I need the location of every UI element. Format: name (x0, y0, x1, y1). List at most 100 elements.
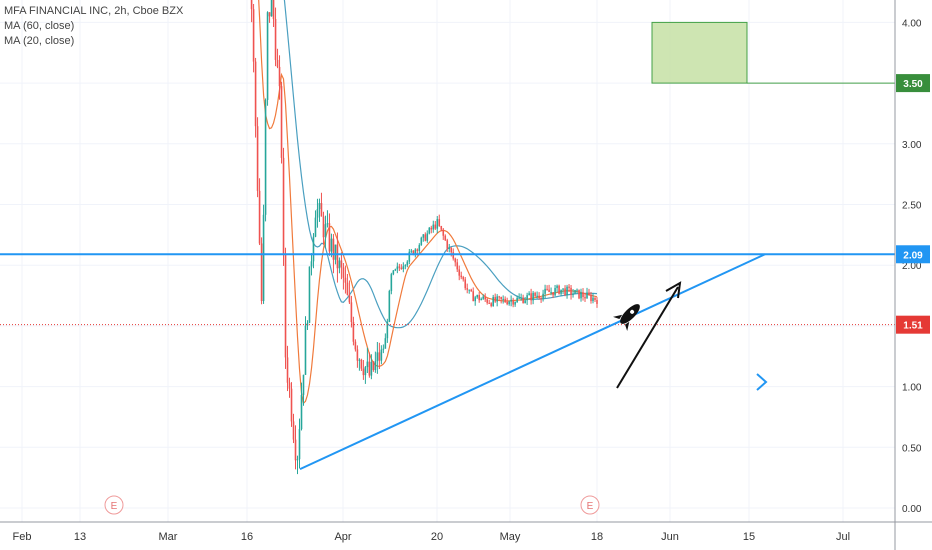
candle-body (590, 294, 592, 302)
candle-body (482, 296, 484, 299)
candle-body (380, 349, 383, 361)
ma20-series (258, 0, 598, 405)
candle-body (580, 292, 582, 299)
candle-body (456, 262, 459, 270)
candle-body (316, 209, 319, 218)
candle-body (350, 302, 353, 322)
candle-body (306, 322, 309, 326)
candle-body (558, 285, 560, 294)
candle-body (258, 190, 261, 244)
candle-body (480, 298, 482, 301)
candle-body (322, 216, 325, 238)
candle-body (494, 297, 496, 302)
candle-body (462, 277, 465, 280)
rocket-icon (613, 304, 640, 331)
candle-body (470, 289, 473, 292)
candle-body (336, 244, 339, 269)
candle-body (426, 233, 429, 241)
price-marker-badge (896, 315, 930, 334)
candle-body (312, 236, 315, 262)
candle-body (290, 388, 293, 422)
rocket-fin-left (613, 314, 623, 319)
price-marker-badge (896, 74, 930, 93)
candle-body (448, 247, 451, 249)
candle-body (302, 374, 305, 395)
candle-body (540, 298, 542, 300)
candle-body (566, 286, 568, 296)
ma60-series (283, 0, 598, 329)
candle-body (526, 295, 528, 301)
candle-body (376, 352, 379, 362)
candle-body (476, 295, 479, 298)
candle-body (400, 267, 403, 270)
candle-body (420, 237, 423, 246)
candle-body (300, 394, 303, 430)
drawings[interactable] (0, 21, 895, 471)
ma60-legend[interactable]: MA (60, close) (4, 20, 75, 32)
time-tick-label: May (500, 531, 521, 543)
candle-body (454, 258, 457, 263)
candle-body (288, 382, 291, 389)
earnings-marker-label: E (587, 501, 594, 512)
candle-body (272, 0, 275, 20)
candle-body (340, 260, 343, 268)
candle-body (516, 297, 518, 303)
candle-body (266, 12, 269, 100)
candle-body (308, 266, 311, 323)
candle-body (250, 0, 253, 10)
candle-body (358, 359, 361, 361)
candle-body (414, 249, 417, 255)
price-tick-label: 4.00 (902, 18, 922, 29)
candle-body (264, 99, 267, 215)
projection-arrowhead (665, 281, 682, 299)
symbol-title[interactable]: MFA FINANCIAL INC, 2h, Cboe BZX (4, 5, 184, 17)
candle-body (382, 348, 385, 350)
earnings-marker-label: E (111, 501, 118, 512)
time-tick-label: 18 (591, 531, 603, 543)
candle-body (294, 439, 297, 461)
candle-body (334, 244, 337, 260)
candle-body (512, 299, 514, 305)
candle-body (546, 288, 548, 290)
time-tick-label: Jun (661, 531, 679, 543)
candle-body (466, 288, 469, 290)
candle-body (374, 361, 377, 371)
candle-body (574, 290, 576, 294)
candle-body (506, 301, 508, 305)
candles (250, 0, 598, 475)
candle-body (352, 321, 355, 342)
candle-body (592, 297, 594, 302)
ma20-legend[interactable]: MA (20, close) (4, 35, 75, 47)
candle-body (404, 265, 407, 267)
candle-body (562, 288, 564, 290)
candle-body (594, 297, 596, 300)
candle-body (556, 285, 558, 289)
candle-body (460, 275, 463, 278)
price-marker-label: 3.50 (903, 79, 923, 90)
projection-arrow (616, 286, 679, 389)
candle-body (430, 227, 433, 230)
candle-body (310, 261, 313, 267)
candle-body (370, 361, 373, 376)
candle-body (332, 238, 335, 260)
candle-body (570, 287, 572, 295)
earnings-marker (580, 495, 600, 515)
candle-body (292, 421, 295, 440)
candle-body (276, 59, 279, 67)
candle-body (478, 295, 480, 301)
candle-body (254, 61, 257, 127)
candle-body (524, 300, 526, 304)
candle-body (514, 302, 516, 305)
candle-body (362, 368, 365, 376)
candle-body (330, 238, 333, 252)
candle-body (490, 303, 492, 306)
candle-body (428, 227, 431, 234)
trendline (299, 253, 766, 471)
candle-body (582, 292, 584, 297)
candle-body (324, 224, 327, 238)
time-tick-label: 15 (743, 531, 755, 543)
candle-body (348, 294, 351, 303)
candle-body (346, 282, 349, 295)
